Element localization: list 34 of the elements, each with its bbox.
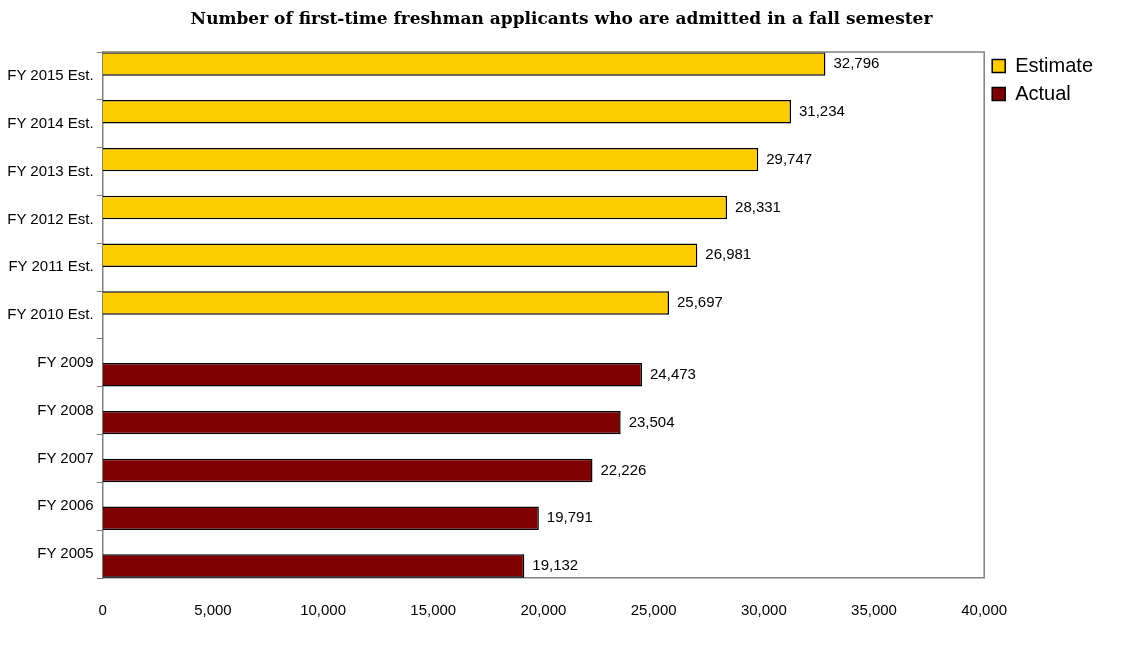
data-label: 31,234 [799,101,845,119]
y-tick-label: FY 2015 Est. [7,66,94,84]
data-label: 28,331 [735,197,781,215]
x-tick-label: 40,000 [961,601,1008,619]
y-tick-label: FY 2007 [37,448,94,466]
data-label: 19,791 [546,508,593,526]
y-tick-label: FY 2006 [37,496,94,514]
data-label: 29,747 [766,149,813,167]
legend-label: Estimate [1015,53,1094,76]
data-label: 22,226 [600,460,647,478]
data-label: 23,504 [628,412,675,430]
y-tick-label: FY 2008 [37,400,94,418]
data-label: 26,981 [705,245,752,263]
x-tick-label: 10,000 [300,601,347,619]
x-tick-label: 15,000 [410,601,457,619]
x-tick-label: 30,000 [740,601,787,619]
x-tick-label: 5,000 [194,601,232,619]
x-tick-label: 0 [98,601,107,619]
x-tick-label: 35,000 [851,601,897,619]
legend-label: Actual [1015,81,1071,104]
data-label: 24,473 [650,364,696,382]
data-label: 32,796 [833,54,880,72]
y-tick-label: FY 2005 [37,544,94,562]
y-tick-label: FY 2010 Est. [7,305,94,323]
data-label: 19,132 [532,556,579,574]
y-tick-label: FY 2014 Est. [7,113,94,131]
y-tick-label: FY 2011 Est. [8,257,94,275]
data-label: 25,697 [677,293,723,311]
y-tick-label: FY 2012 Est. [7,209,94,227]
x-tick-label: 20,000 [520,601,567,619]
chart-title: Number of first-time freshman applicants who are admitted in a fall semester [189,8,934,28]
y-tick-label: FY 2009 [37,352,94,370]
x-tick-label: 25,000 [630,601,677,619]
y-tick-label: FY 2013 Est. [7,161,94,179]
